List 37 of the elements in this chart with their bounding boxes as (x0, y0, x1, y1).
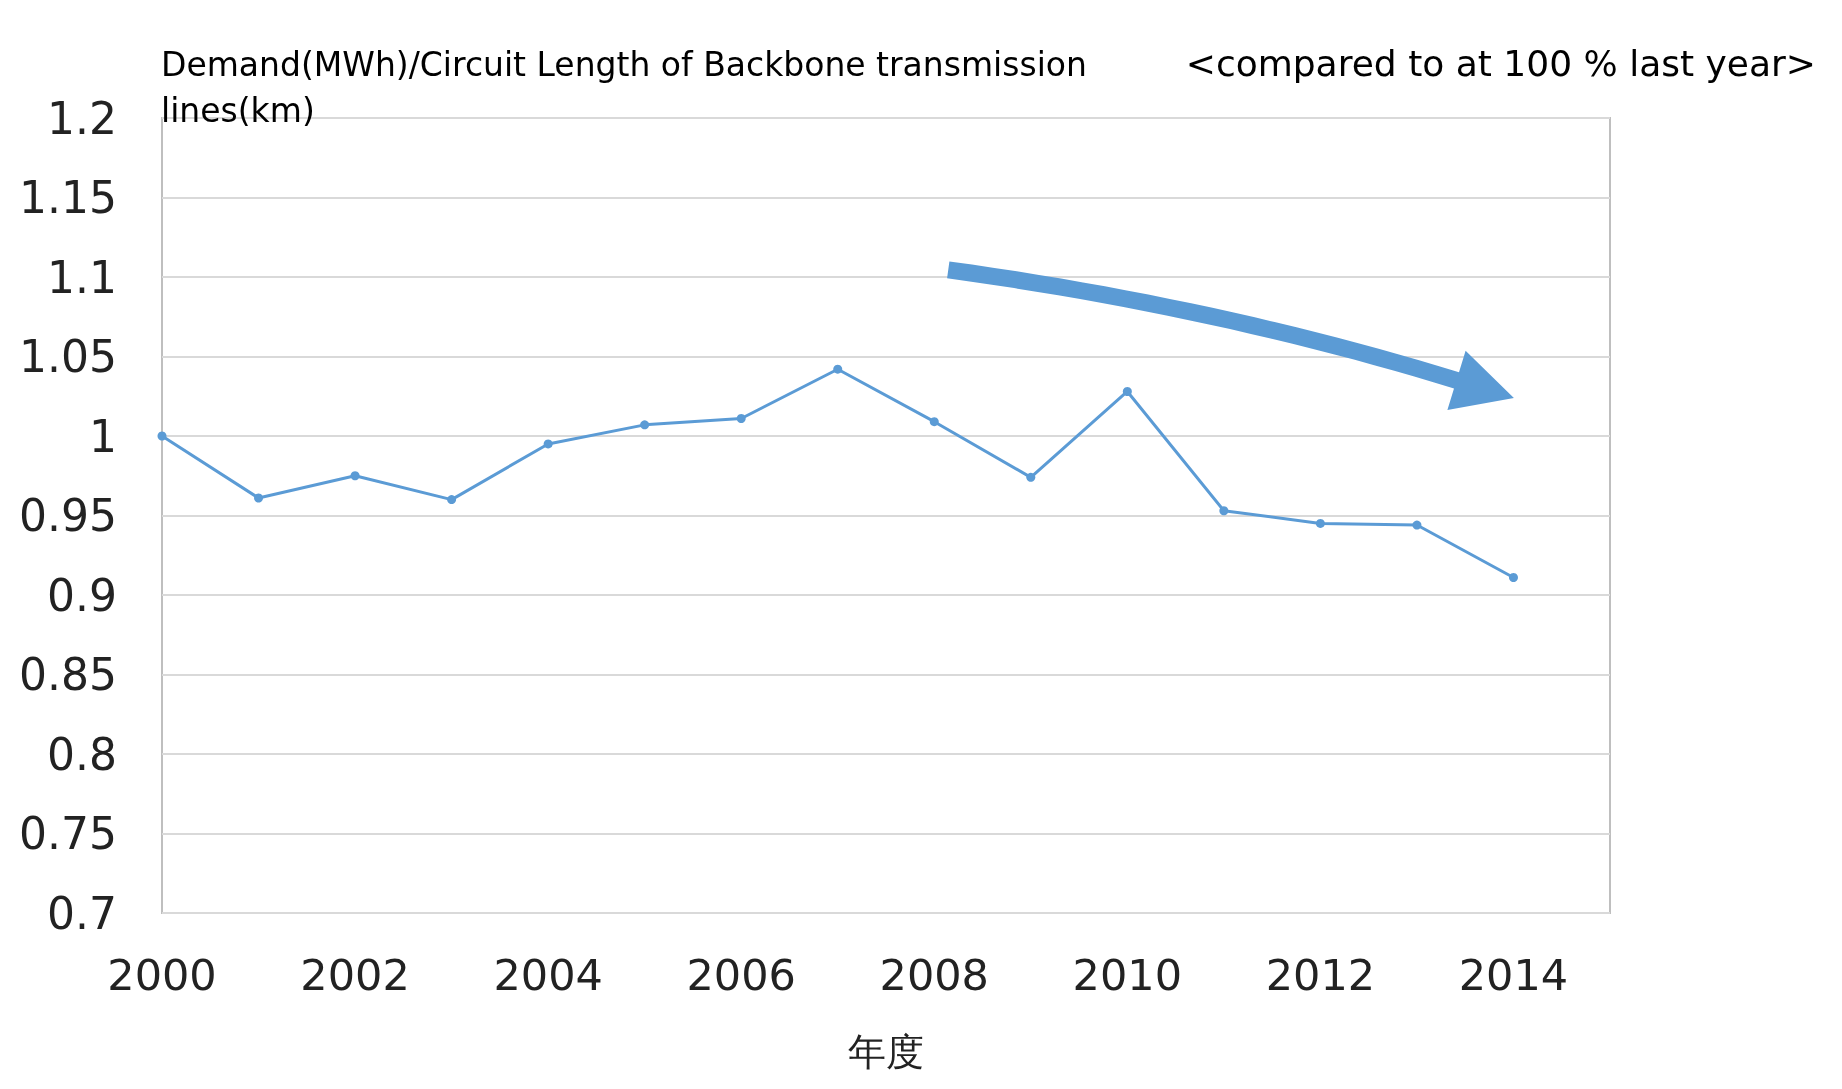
y-tick-label: 0.7 (47, 887, 117, 939)
point (543, 439, 553, 449)
x-tick-label: 2002 (300, 949, 410, 1000)
x-tick-label: 2010 (1072, 949, 1183, 1000)
y-tick-label: 0.75 (19, 808, 117, 859)
point (350, 471, 360, 481)
y-tick-label: 0.95 (19, 490, 117, 541)
y-tick-label: 0.85 (19, 649, 117, 700)
point (157, 431, 167, 441)
y-tick-label: 1.15 (19, 172, 117, 223)
point (1026, 472, 1036, 482)
point (1219, 506, 1229, 516)
x-tick-label: 2008 (879, 949, 989, 1000)
y-tick-label: 0.9 (47, 569, 117, 621)
point (929, 417, 939, 427)
point (1508, 573, 1518, 583)
text: <compared to at 100 % last year> (1185, 42, 1816, 84)
x-tick-label: 2012 (1265, 949, 1376, 1000)
point (1412, 520, 1422, 530)
point (254, 493, 264, 503)
x-axis-title: 年度 (848, 1030, 924, 1074)
y-tick-label: 0.8 (47, 728, 117, 780)
point (1315, 518, 1325, 528)
y-tick-label: 1 (89, 410, 117, 462)
y-axis-title: Demand(MWh)/Circuit Length of Backbone transmission lines(km) (161, 44, 1098, 130)
point (1122, 386, 1132, 396)
y-tick-label: 1.05 (19, 331, 117, 382)
x-tick-label: 2006 (686, 949, 796, 1000)
point (447, 495, 457, 505)
point (640, 420, 650, 430)
x-tick-label: 2014 (1458, 949, 1569, 1000)
y-tick-label: 1.1 (47, 251, 117, 303)
point (833, 364, 843, 374)
y-tick-label: 1.2 (47, 92, 117, 144)
x-tick-label: 2000 (107, 949, 217, 1000)
x-tick-label: 2004 (493, 949, 603, 1000)
point (736, 414, 746, 424)
